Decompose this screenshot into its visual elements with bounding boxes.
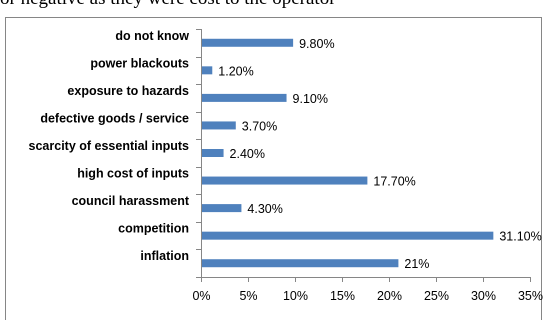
data-label: 3.70% (242, 119, 277, 133)
bar (202, 38, 294, 47)
bar (202, 176, 368, 185)
chart-axes (196, 29, 531, 282)
category-label: power blackouts (90, 56, 189, 70)
data-labels: 9.80% 1.20% 9.10% 3.70% 2.40% 17.70% 4.30% 31.1… (218, 37, 541, 271)
x-tick-labels: 0% 5% 10% 15% 20% 25% 30% 35% (192, 289, 543, 303)
category-label: council harassment (72, 194, 190, 208)
bar (202, 149, 224, 157)
category-label: defective goods / service (40, 111, 189, 125)
data-label: 21% (404, 257, 429, 271)
data-label: 4.30% (247, 202, 282, 216)
bar (202, 66, 213, 75)
data-label: 9.10% (293, 92, 328, 106)
bar (202, 259, 399, 268)
data-label: 31.10% (499, 230, 541, 244)
x-tick-label: 20% (377, 289, 402, 303)
data-label: 1.20% (218, 64, 253, 78)
data-label: 17.70% (373, 175, 415, 189)
category-labels: do not know power blackouts exposure to ha… (29, 29, 190, 263)
category-label: exposure to hazards (67, 84, 189, 98)
chart-frame (5, 17, 542, 320)
x-tick-label: 25% (424, 289, 449, 303)
x-tick-label: 10% (283, 289, 308, 303)
data-label: 9.80% (299, 37, 334, 51)
category-label: high cost of inputs (77, 167, 189, 181)
x-tick-label: 5% (239, 289, 257, 303)
data-label: 2.40% (230, 147, 265, 161)
bar (202, 93, 287, 102)
bar (202, 121, 236, 130)
category-label: do not know (115, 29, 189, 43)
category-label: competition (118, 222, 189, 236)
x-tick-label: 0% (192, 289, 210, 303)
x-tick-label: 35% (518, 289, 543, 303)
bar (202, 231, 494, 240)
bar (202, 204, 242, 213)
category-label: inflation (140, 249, 189, 263)
x-tick-label: 15% (330, 289, 355, 303)
bar-series (202, 38, 494, 268)
cropped-header-text: or negative as they were cost to the ope… (0, 0, 547, 10)
x-tick-label: 30% (471, 289, 496, 303)
category-label: scarcity of essential inputs (29, 139, 190, 153)
